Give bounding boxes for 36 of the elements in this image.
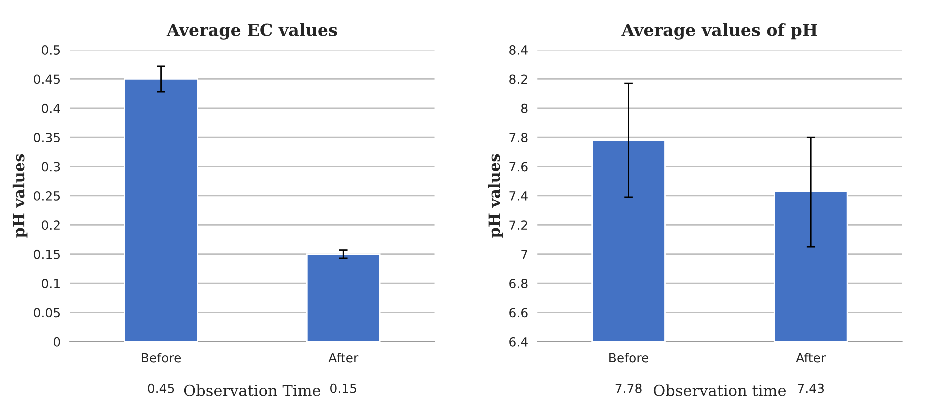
chart-title: Average EC values	[166, 23, 338, 40]
x-axis-title: Observation time	[654, 384, 786, 396]
y-tick-label: 7.8	[510, 133, 528, 143]
x-tick-label: Before	[142, 353, 182, 363]
y-tick-label: 0.05	[34, 308, 60, 318]
data-label: 0.15	[330, 384, 356, 394]
y-tick-label: 0.15	[34, 250, 60, 260]
chart-title: Average values of pH	[622, 23, 818, 40]
y-tick-label: 0.45	[34, 74, 60, 84]
y-axis-title: pH values	[488, 154, 504, 238]
y-tick-label: 6.6	[510, 308, 528, 318]
x-tick-label: After	[328, 353, 359, 363]
x-axis-title: Observation Time	[184, 384, 321, 396]
y-tick-label: 8.2	[510, 74, 528, 84]
data-label: 7.78	[616, 384, 642, 394]
y-axis-title: pH values	[12, 154, 28, 238]
y-tick-label: 0.25	[34, 191, 60, 201]
y-tick-label: 8.4	[510, 46, 528, 55]
y-tick-label: 0.3	[42, 162, 60, 172]
y-tick-label: 0.4	[42, 104, 60, 114]
y-tick-label: 6.4	[510, 337, 528, 347]
x-tick-label: After	[796, 353, 826, 363]
y-tick-label: 0	[54, 337, 60, 347]
y-tick-label: 7.2	[510, 220, 528, 230]
y-tick-label: 0.5	[42, 46, 60, 55]
y-tick-label: 0.2	[42, 220, 60, 230]
y-tick-label: 6.8	[510, 279, 528, 288]
y-tick-label: 7	[522, 250, 528, 260]
y-tick-label: 0.1	[42, 279, 60, 288]
y-tick-label: 7.4	[510, 192, 528, 201]
x-tick-label: Before	[610, 353, 649, 363]
y-tick-label: 7.6	[510, 162, 528, 172]
data-label: 0.45	[148, 384, 174, 394]
y-tick-label: 8	[521, 104, 528, 114]
y-tick-label: 0.35	[34, 133, 60, 143]
data-label: 7.43	[798, 384, 824, 394]
